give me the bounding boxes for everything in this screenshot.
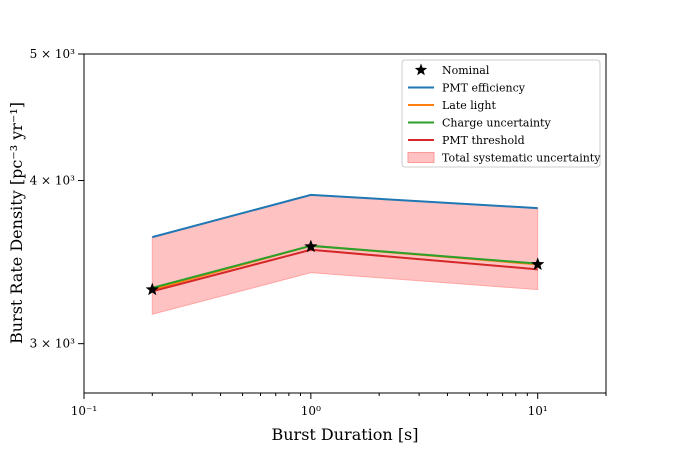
y-tick-label: 4 × 10³ — [30, 174, 76, 188]
y-tick-label: 5 × 10³ — [30, 47, 76, 61]
axes: 10⁻¹ 10⁰ 10¹ 3 × 10³ 4 × 10³ 5 × 10³ — [30, 47, 607, 418]
y-tick-label: 3 × 10³ — [30, 337, 76, 351]
total-systematic-uncertainty-band — [151, 194, 539, 315]
legend-label-nominal: Nominal — [442, 64, 490, 77]
nominal-star-marker — [531, 257, 545, 271]
x-tick-label: 10⁰ — [301, 404, 321, 418]
series-line-pmt-threshold — [152, 248, 538, 293]
legend-label-pmt-efficiency: PMT efficiency — [442, 82, 526, 95]
legend-box — [401, 59, 601, 168]
legend-label-late-light: Late light — [442, 99, 496, 112]
series-line-pmt-efficiency — [152, 193, 538, 239]
legend-label-total-systematic-uncertainty: Total systematic uncertainty — [442, 152, 601, 165]
legend-label-charge-uncertainty: Charge uncertainty — [442, 117, 551, 130]
y-axis-label: Burst Rate Density [pc⁻³ yr⁻¹] — [7, 102, 26, 344]
legend-nominal-star — [414, 63, 428, 76]
legend-label-pmt-threshold: PMT threshold — [442, 134, 525, 147]
nominal-star-marker — [145, 282, 159, 296]
uncertainty-band-layer — [151, 194, 539, 315]
legend-swatch-total-systematic-uncertainty — [407, 152, 435, 163]
x-tick-label: 10¹ — [528, 404, 548, 418]
x-tick-label: 10⁻¹ — [71, 404, 97, 418]
x-axis-label: Burst Duration [s] — [271, 425, 418, 444]
nominal-star-marker — [304, 239, 318, 253]
plot-frame — [83, 53, 607, 394]
nominal-marker-layer — [145, 239, 545, 296]
legend: Nominal PMT efficiency Late light Charge un… — [401, 59, 601, 168]
